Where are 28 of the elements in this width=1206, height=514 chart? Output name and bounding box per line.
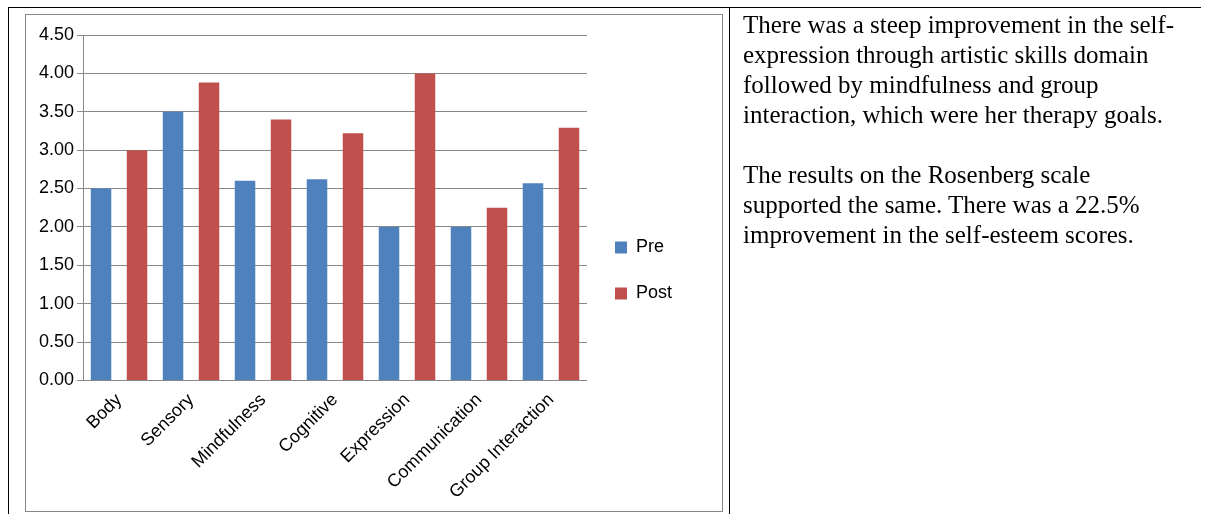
bar <box>270 119 292 380</box>
bar <box>450 226 472 380</box>
y-tick-label: 0.50 <box>38 330 75 351</box>
text: There was a steep improvement in the self-expression through artistic skills domain followed by mindfulness and group interaction, which were her therapy goals. <box>743 10 1176 130</box>
text: The results on the Rosenberg scale supported the same. There was a 22.5% improvement in the self-esteem scores. <box>743 160 1141 250</box>
y-tick-label: 3.50 <box>38 100 75 121</box>
bar <box>198 82 220 380</box>
bar <box>486 207 508 380</box>
bar <box>522 183 544 380</box>
y-tick-label: 0.00 <box>38 369 75 390</box>
legend-label: Pre <box>635 236 664 257</box>
bar <box>414 73 436 380</box>
bar <box>234 180 256 380</box>
bar <box>126 150 148 380</box>
legend-label: Post <box>635 282 673 303</box>
y-tick-label: 1.00 <box>38 292 75 313</box>
y-tick-label: 2.00 <box>38 215 75 236</box>
y-tick-label: 4.50 <box>38 23 75 44</box>
y-tick-label: 1.50 <box>38 254 75 275</box>
bar <box>162 111 184 380</box>
bar <box>90 188 112 380</box>
bar <box>342 133 364 380</box>
bar <box>306 179 328 380</box>
y-tick-label: 4.00 <box>38 62 75 83</box>
y-tick-label: 3.00 <box>38 139 75 160</box>
y-tick-label: 2.50 <box>38 177 75 198</box>
bar <box>378 226 400 380</box>
bar <box>558 127 580 380</box>
